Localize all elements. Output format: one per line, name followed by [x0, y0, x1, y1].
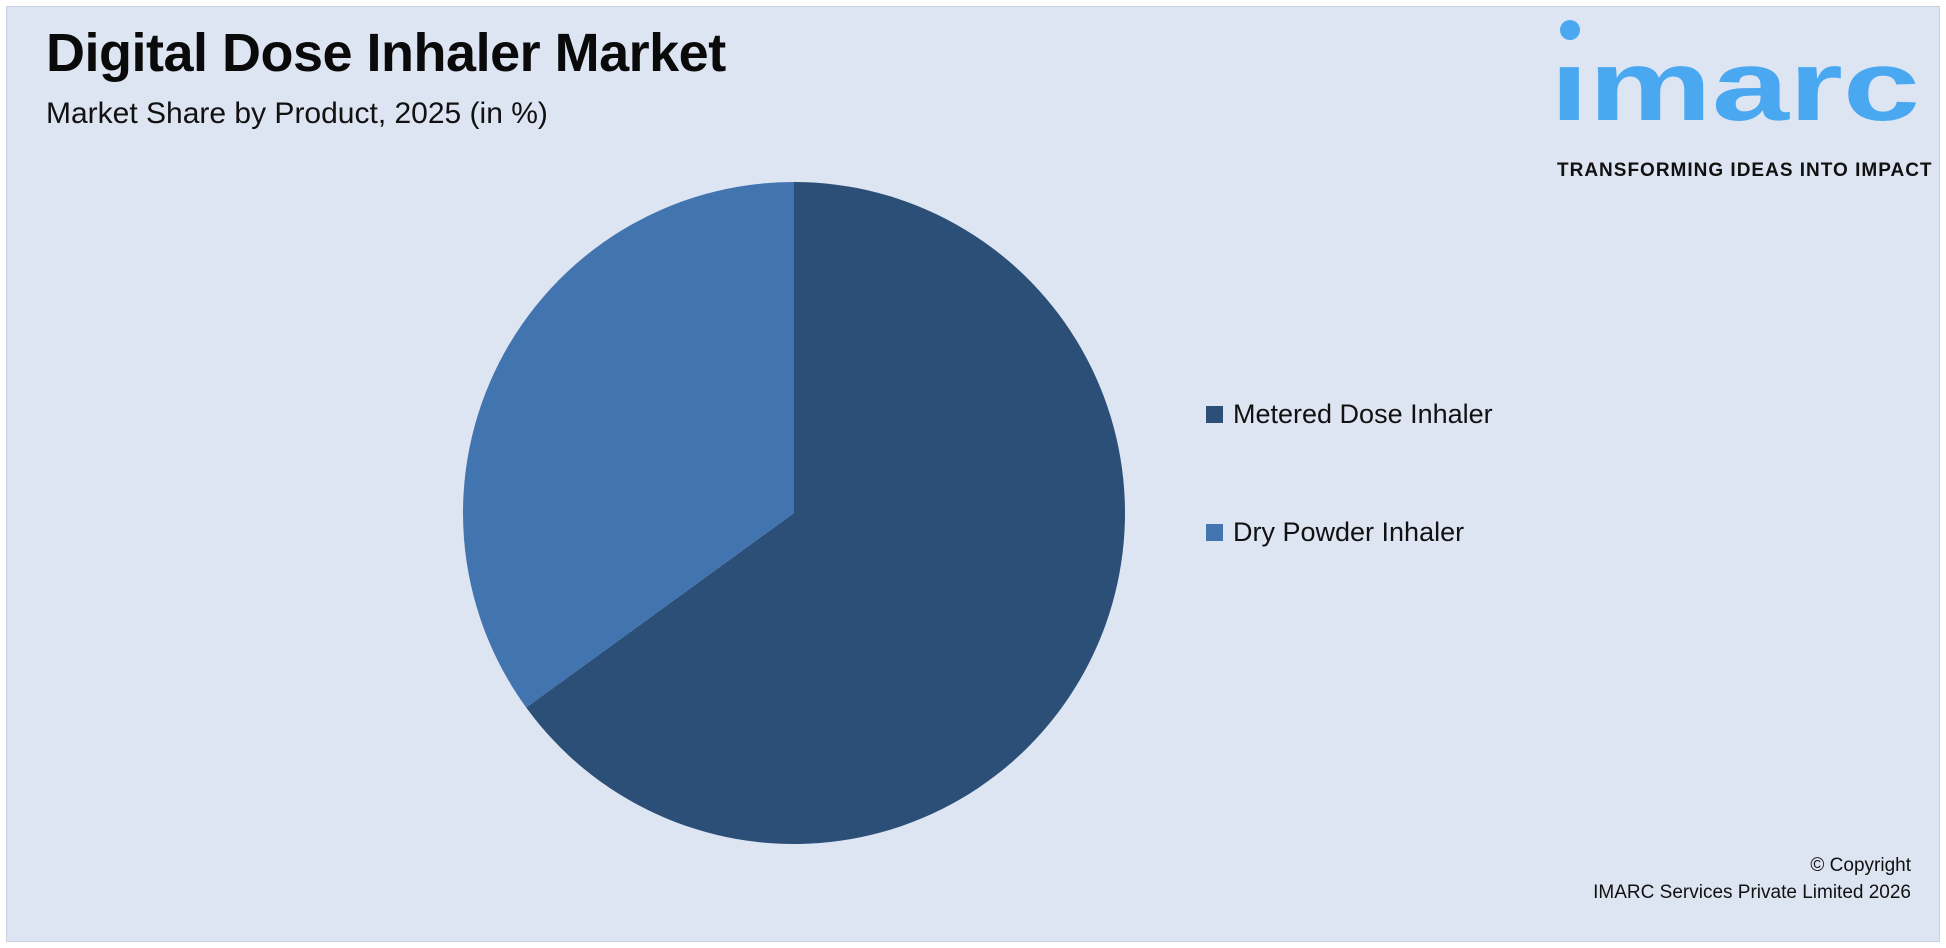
legend-label: Metered Dose Inhaler — [1233, 399, 1493, 429]
chart-subtitle: Market Share by Product, 2025 (in %) — [46, 97, 548, 130]
legend-swatch — [1206, 523, 1223, 541]
pie-slice-metered-dose-inhaler — [526, 182, 1125, 845]
chart-title: Digital Dose Inhaler Market — [46, 23, 726, 83]
legend-swatch — [1206, 405, 1223, 423]
svg-text:ımarc: ımarc — [1550, 30, 1920, 142]
logo-tagline: TRANSFORMING IDEAS INTO IMPACT — [1557, 160, 1933, 181]
copyright-company: IMARC Services Private Limited 2026 — [1593, 882, 1911, 903]
pie-slice-dry-powder-inhaler — [463, 182, 794, 708]
legend-item-metered-dose-inhaler: Metered Dose Inhaler — [1206, 398, 1493, 430]
imarc-logo: ımarc — [1550, 20, 1920, 142]
copyright-line: © Copyright — [1810, 855, 1911, 876]
legend-label: Dry Powder Inhaler — [1233, 517, 1465, 547]
legend-item-dry-powder-inhaler: Dry Powder Inhaler — [1206, 516, 1464, 548]
